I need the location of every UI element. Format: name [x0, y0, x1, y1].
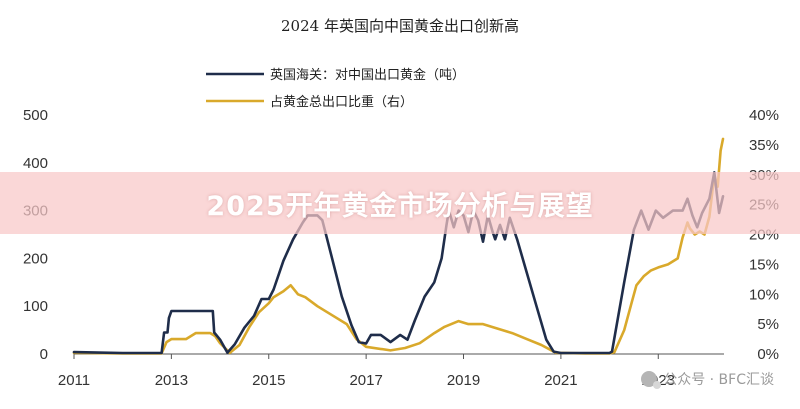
y-right-tick-label: 15% — [749, 256, 779, 273]
wechat-icon — [641, 371, 662, 389]
x-tick-label: 2011 — [58, 372, 90, 389]
watermark-text: 公众号 · BFC汇谈 — [663, 372, 774, 388]
y-left-tick-label: 100 — [23, 298, 48, 315]
y-left-tick-label: 500 — [23, 107, 48, 124]
y-right-tick-label: 0% — [757, 346, 779, 363]
x-tick-label: 2021 — [544, 372, 577, 389]
legend-label-share: 占黄金总出口比重（右） — [270, 94, 413, 110]
legend: 英国海关：对中国出口黄金（吨） 占黄金总出口比重（右） — [206, 67, 465, 110]
banner-text: 2025开年黄金市场分析与展望 — [206, 190, 594, 222]
x-tick-label: 2013 — [155, 372, 188, 389]
series-line-share — [72, 137, 725, 355]
y-left-tick-label: 0 — [40, 346, 48, 363]
y-right-tick-label: 10% — [749, 286, 779, 303]
y-left-tick-label: 400 — [23, 155, 48, 172]
x-tick-label: 2015 — [252, 372, 285, 389]
x-tick-label: 2019 — [447, 372, 480, 389]
y-right-tick-label: 40% — [749, 107, 779, 124]
x-tick-label: 2017 — [349, 372, 382, 389]
y-right-tick-label: 35% — [749, 137, 779, 154]
chart-title: 2024 年英国向中国黄金出口创新高 — [281, 17, 519, 35]
legend-label-export: 英国海关：对中国出口黄金（吨） — [270, 67, 465, 83]
title-banner: 2025开年黄金市场分析与展望 — [0, 172, 800, 234]
axes: 2011201320152017201920212023010020030040… — [23, 107, 779, 389]
y-left-tick-label: 200 — [23, 250, 48, 267]
watermark: 公众号 · BFC汇谈 — [641, 369, 774, 389]
y-right-tick-label: 5% — [757, 316, 779, 333]
